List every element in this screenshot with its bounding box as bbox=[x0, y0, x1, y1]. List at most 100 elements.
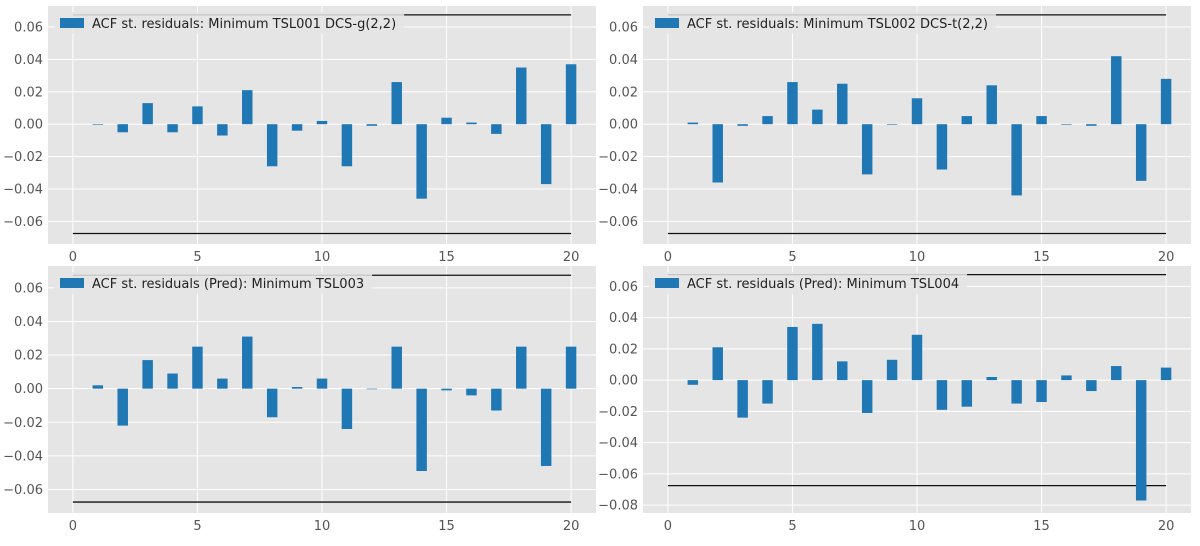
acf-bar-lag-20 bbox=[565, 64, 577, 125]
acf-bar-lag-8 bbox=[266, 388, 278, 418]
y-tick-label: 0.06 bbox=[609, 21, 638, 36]
acf-bar-lag-11 bbox=[936, 124, 948, 170]
x-tick-label: 10 bbox=[314, 250, 331, 265]
acf-bar-lag-2 bbox=[712, 347, 723, 381]
y-tick-label: 0.06 bbox=[609, 280, 638, 295]
acf-bar-lag-14 bbox=[1011, 124, 1022, 196]
acf-bar-lag-5 bbox=[787, 82, 798, 125]
x-tick-label: 15 bbox=[438, 519, 455, 534]
acf-bar-lag-16 bbox=[466, 122, 477, 125]
acf-bar-lag-1 bbox=[687, 380, 699, 385]
y-tick-label: −0.02 bbox=[598, 405, 638, 420]
acf-bar-lag-14 bbox=[416, 124, 427, 199]
legend: ACF st. residuals (Pred): Minimum TSL004 bbox=[649, 272, 968, 294]
x-tick-label: 20 bbox=[1158, 250, 1175, 265]
legend-frame bbox=[54, 272, 373, 294]
acf-bar-lag-9 bbox=[886, 359, 898, 381]
y-tick-label: −0.06 bbox=[3, 215, 43, 230]
acf-bar-lag-4 bbox=[167, 373, 178, 389]
y-tick-label: 0.04 bbox=[609, 53, 638, 68]
acf-bar-lag-11 bbox=[341, 388, 353, 429]
legend-frame bbox=[649, 272, 968, 294]
acf-bar-lag-1 bbox=[92, 385, 104, 389]
y-tick-label: 0.02 bbox=[14, 85, 43, 100]
y-tick-label: −0.04 bbox=[3, 449, 43, 464]
legend-label: ACF st. residuals: Minimum TSL001 DCS-g(… bbox=[92, 17, 396, 32]
x-tick-label: 5 bbox=[193, 519, 201, 534]
acf-bar-lag-6 bbox=[812, 109, 823, 125]
y-tick-label: −0.02 bbox=[3, 150, 43, 165]
acf-bar-lag-8 bbox=[266, 124, 278, 167]
acf-bar-lag-14 bbox=[1011, 380, 1022, 404]
chart-panel-1: 0 5 10 15 20 −0.06 −0.04 −0.02 0.00 0.02 0.04 0.06 A… bbox=[3, 6, 596, 265]
acf-bar-lag-5 bbox=[787, 326, 798, 381]
acf-bar-lag-3 bbox=[737, 380, 748, 418]
x-tick-label: 10 bbox=[909, 250, 926, 265]
y-tick-label: 0.00 bbox=[609, 374, 638, 389]
x-tick-label: 15 bbox=[1033, 250, 1050, 265]
y-tick-label: 0.00 bbox=[609, 118, 638, 133]
y-tick-label: −0.02 bbox=[598, 150, 638, 165]
acf-bar-lag-5 bbox=[192, 346, 203, 389]
y-tick-label: 0.02 bbox=[609, 85, 638, 100]
acf-bar-lag-15 bbox=[441, 117, 452, 125]
y-tick-label: −0.04 bbox=[598, 436, 638, 451]
acf-bar-lag-2 bbox=[117, 124, 128, 133]
acf-bar-lag-13 bbox=[986, 85, 997, 125]
acf-bar-lag-9 bbox=[291, 386, 303, 389]
y-tick-label: 0.00 bbox=[14, 382, 43, 397]
legend: ACF st. residuals: Minimum TSL001 DCS-g(… bbox=[54, 12, 405, 34]
x-tick-label: 20 bbox=[1158, 519, 1175, 534]
x-tick-label: 0 bbox=[664, 519, 672, 534]
acf-bar-lag-16 bbox=[1061, 124, 1072, 125]
acf-bar-lag-2 bbox=[117, 388, 128, 426]
x-tick-label: 10 bbox=[314, 519, 331, 534]
x-tick-label: 10 bbox=[909, 519, 926, 534]
acf-bar-lag-3 bbox=[142, 360, 153, 389]
x-tick-label: 15 bbox=[438, 250, 455, 265]
acf-bar-lag-9 bbox=[886, 124, 898, 125]
acf-bar-lag-11 bbox=[936, 380, 948, 410]
acf-bar-lag-13 bbox=[986, 376, 997, 381]
y-tick-label: −0.08 bbox=[598, 499, 638, 514]
legend-swatch bbox=[60, 18, 84, 28]
acf-bar-lag-20 bbox=[565, 346, 577, 389]
x-tick-label: 0 bbox=[69, 519, 77, 534]
acf-bar-lag-19 bbox=[1135, 124, 1147, 181]
y-tick-label: 0.02 bbox=[609, 342, 638, 357]
acf-bar-lag-18 bbox=[1111, 366, 1122, 381]
acf-bar-lag-12 bbox=[961, 116, 973, 125]
chart-panel-3: 0 5 10 15 20 −0.06 −0.04 −0.02 0.00 0.02 0.04 0.06 A… bbox=[3, 266, 596, 534]
acf-bar-lag-16 bbox=[466, 388, 477, 396]
legend-label: ACF st. residuals (Pred): Minimum TSL004 bbox=[687, 277, 959, 292]
x-tick-label: 5 bbox=[788, 519, 796, 534]
acf-bar-lag-6 bbox=[217, 124, 228, 136]
chart-panel-2: 0 5 10 15 20 −0.06 −0.04 −0.02 0.00 0.02 0.04 0.06 A… bbox=[598, 6, 1191, 265]
acf-bar-lag-10 bbox=[316, 378, 328, 389]
legend-frame bbox=[649, 12, 996, 34]
x-tick-label: 20 bbox=[563, 250, 580, 265]
x-tick-label: 5 bbox=[193, 250, 201, 265]
acf-bar-lag-19 bbox=[540, 388, 552, 466]
acf-bar-lag-4 bbox=[762, 380, 773, 404]
y-tick-label: 0.04 bbox=[14, 53, 43, 68]
acf-bar-lag-1 bbox=[92, 124, 104, 125]
acf-bar-lag-16 bbox=[1061, 375, 1072, 381]
acf-bar-lag-14 bbox=[416, 388, 427, 471]
y-tick-label: 0.02 bbox=[14, 349, 43, 364]
acf-bar-lag-3 bbox=[142, 103, 153, 125]
legend-swatch bbox=[655, 18, 679, 28]
y-tick-label: −0.06 bbox=[598, 467, 638, 482]
legend-label: ACF st. residuals (Pred): Minimum TSL003 bbox=[92, 277, 364, 292]
acf-bar-lag-10 bbox=[911, 334, 923, 381]
chart-panel-4: 0 5 10 15 20 −0.08 −0.06 −0.04 −0.02 0.00 0.02 0.04… bbox=[598, 266, 1191, 534]
x-tick-label: 0 bbox=[664, 250, 672, 265]
acf-bar-lag-8 bbox=[861, 124, 873, 175]
acf-bar-lag-7 bbox=[837, 83, 848, 125]
acf-bar-lag-7 bbox=[242, 336, 253, 389]
acf-bar-lag-17 bbox=[491, 388, 502, 411]
y-tick-label: 0.00 bbox=[14, 118, 43, 133]
y-tick-label: 0.06 bbox=[14, 21, 43, 36]
acf-bar-lag-1 bbox=[687, 122, 699, 125]
x-tick-label: 20 bbox=[563, 519, 580, 534]
